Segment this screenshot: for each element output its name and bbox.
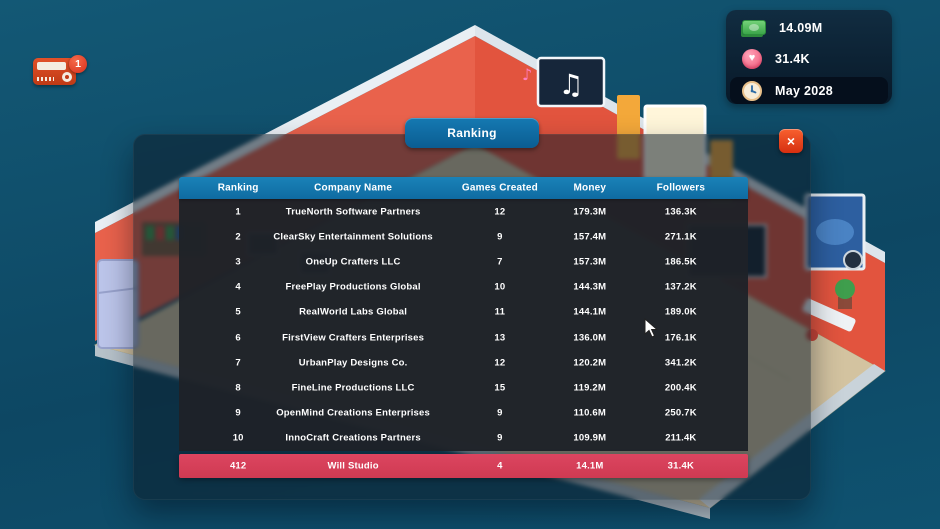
cell-followers: 271.1K	[664, 231, 697, 243]
cell-ranking: 9	[235, 407, 241, 419]
heart-icon: ♥	[742, 48, 762, 69]
cell-company: FirstView Crafters Enterprises	[282, 332, 425, 344]
cell-followers: 250.7K	[664, 407, 697, 419]
notification-badge: 1	[69, 55, 87, 73]
cell-company: TrueNorth Software Partners	[285, 206, 421, 218]
ranking-table: Ranking Company Name Games Created Money…	[179, 177, 748, 478]
cell-company: FreePlay Productions Global	[285, 281, 421, 293]
money-value: 14.09M	[779, 20, 823, 35]
cell-company: OneUp Crafters LLC	[305, 256, 401, 268]
ticker-screen	[37, 62, 66, 70]
cell-followers: 137.2K	[664, 281, 697, 293]
cell-followers: 341.2K	[664, 357, 697, 369]
cell-company: InnoCraft Creations Partners	[285, 432, 421, 444]
cell-company: Will Studio	[327, 460, 379, 472]
cell-followers: 189.0K	[664, 306, 697, 318]
table-row: 10 InnoCraft Creations Partners 9 109.9M…	[179, 426, 748, 451]
cell-ranking: 2	[235, 231, 241, 243]
table-row: 3 OneUp Crafters LLC 7 157.3M 186.5K	[179, 249, 748, 274]
player-row: 412 Will Studio 4 14.1M 31.4K	[179, 454, 748, 478]
cell-ranking: 5	[235, 306, 241, 318]
cell-money: 144.1M	[573, 306, 607, 318]
cell-money: 120.2M	[573, 357, 607, 369]
mouse-cursor	[644, 318, 659, 338]
date-value: May 2028	[775, 83, 833, 98]
cell-company: ClearSky Entertainment Solutions	[273, 231, 433, 243]
cell-games: 9	[497, 432, 503, 444]
cell-ranking: 10	[232, 432, 244, 444]
hud-money-row: 14.09M	[726, 14, 892, 41]
followers-value: 31.4K	[775, 51, 810, 66]
money-icon	[742, 20, 766, 35]
cell-games: 12	[494, 357, 506, 369]
cell-followers: 211.4K	[665, 432, 697, 444]
cell-money: 179.3M	[573, 206, 607, 218]
cell-ranking: 8	[235, 382, 241, 394]
table-row: 1 TrueNorth Software Partners 12 179.3M …	[179, 199, 748, 224]
hud-date-row: May 2028	[730, 77, 888, 104]
table-row: 6 FirstView Crafters Enterprises 13 136.…	[179, 325, 748, 350]
cell-followers: 176.1K	[664, 332, 697, 344]
table-row: 2 ClearSky Entertainment Solutions 9 157…	[179, 224, 748, 249]
ranking-tab[interactable]: Ranking	[405, 118, 539, 148]
cell-followers: 186.5K	[664, 256, 697, 268]
cell-games: 10	[494, 281, 506, 293]
table-row: 8 FineLine Productions LLC 15 119.2M 200…	[179, 375, 748, 400]
cell-ranking: 1	[235, 206, 241, 218]
cell-money: 14.1M	[576, 460, 604, 472]
close-icon: ×	[786, 133, 796, 149]
table-row: 5 RealWorld Labs Global 11 144.1M 189.0K	[179, 300, 748, 325]
svg-text:♪: ♪	[522, 65, 532, 84]
cell-money: 110.6M	[573, 407, 606, 419]
cell-ranking: 7	[235, 357, 241, 369]
ranking-table-body: 1 TrueNorth Software Partners 12 179.3M …	[179, 199, 748, 451]
cell-company: FineLine Productions LLC	[291, 382, 415, 394]
cell-money: 157.4M	[573, 231, 607, 243]
cell-games: 4	[497, 460, 503, 472]
cell-followers: 31.4K	[667, 460, 695, 472]
header-games-created: Games Created	[461, 182, 538, 194]
cell-company: RealWorld Labs Global	[299, 306, 408, 318]
cell-money: 136.0M	[573, 332, 607, 344]
header-ranking: Ranking	[217, 182, 259, 194]
cell-games: 9	[497, 407, 503, 419]
table-row: 4 FreePlay Productions Global 10 144.3M …	[179, 275, 748, 300]
table-row: 7 UrbanPlay Designs Co. 12 120.2M 341.2K	[179, 350, 748, 375]
table-header-row: Ranking Company Name Games Created Money…	[179, 177, 748, 199]
cell-ranking: 6	[235, 332, 241, 344]
news-notification-button[interactable]: 1	[33, 52, 87, 90]
cell-followers: 200.4K	[664, 382, 697, 394]
cell-ranking: 4	[235, 281, 241, 293]
cell-ranking: 3	[235, 256, 241, 268]
cell-followers: 136.3K	[664, 206, 697, 218]
svg-text:♫: ♫	[558, 68, 583, 101]
cell-money: 119.2M	[573, 382, 606, 394]
cell-company: UrbanPlay Designs Co.	[298, 357, 408, 369]
header-company-name: Company Name	[314, 182, 393, 194]
cell-ranking: 412	[229, 460, 247, 472]
cell-games: 9	[497, 231, 503, 243]
cell-company: OpenMind Creations Enterprises	[276, 407, 431, 419]
cell-games: 7	[497, 256, 503, 268]
cell-games: 12	[494, 206, 506, 218]
hud-followers-row: ♥ 31.4K	[726, 45, 892, 72]
cell-games: 13	[494, 332, 506, 344]
hud-panel: 14.09M ♥ 31.4K May 2028	[726, 10, 892, 104]
clock-icon	[742, 80, 762, 101]
cell-money: 109.9M	[573, 432, 607, 444]
ranking-modal: Ranking × Ranking Company Name Games Cre…	[133, 118, 811, 500]
cell-money: 144.3M	[573, 281, 607, 293]
header-followers: Followers	[656, 182, 706, 194]
cell-games: 11	[494, 306, 506, 318]
cell-games: 15	[494, 382, 506, 394]
header-money: Money	[573, 182, 607, 194]
ticker-dots	[37, 77, 54, 81]
close-button[interactable]: ×	[779, 129, 803, 153]
cell-money: 157.3M	[573, 256, 607, 268]
table-row: 9 OpenMind Creations Enterprises 9 110.6…	[179, 401, 748, 426]
ticker-knob	[62, 72, 72, 82]
news-ticker-icon	[33, 58, 76, 85]
